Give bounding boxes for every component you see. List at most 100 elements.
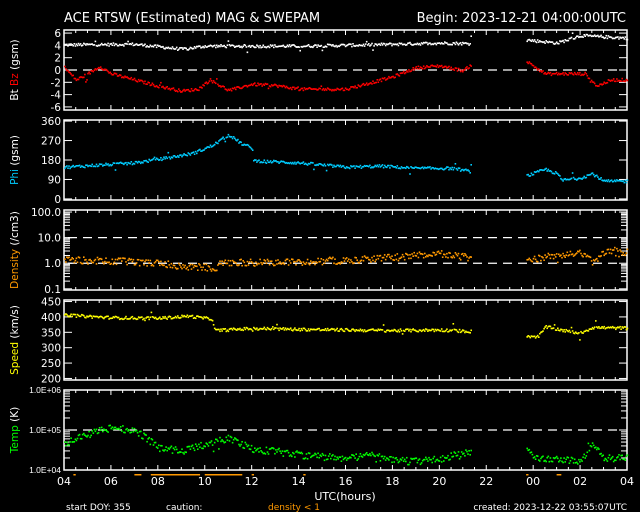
data-point [380, 80, 383, 83]
data-point [112, 73, 115, 76]
data-point [266, 83, 269, 85]
data-point [163, 156, 165, 158]
data-point [201, 87, 203, 89]
data-point [419, 253, 422, 255]
x-tick-label: 18 [385, 475, 399, 488]
data-point [103, 44, 105, 46]
data-point [452, 255, 455, 257]
data-point [116, 428, 119, 430]
data-point [405, 252, 407, 255]
data-point [407, 71, 409, 73]
data-point [470, 164, 472, 166]
data-point [543, 41, 545, 43]
data-point [437, 459, 440, 462]
data-point [113, 261, 116, 264]
data-point [319, 329, 322, 332]
data-point [529, 175, 532, 177]
data-point [322, 46, 325, 48]
data-point [117, 75, 120, 77]
data-point [612, 37, 615, 40]
data-point [141, 259, 143, 262]
data-point [459, 170, 462, 172]
data-point [585, 73, 588, 75]
y-tick-label: 250 [41, 358, 61, 370]
data-point [86, 315, 88, 317]
data-point [534, 66, 537, 68]
data-point [80, 165, 83, 167]
data-point [289, 45, 292, 48]
data-point [237, 45, 239, 48]
data-point [463, 329, 465, 332]
data-point [276, 263, 278, 265]
data-point [170, 47, 173, 50]
data-point [336, 87, 338, 90]
data-point [210, 440, 213, 442]
data-point [428, 456, 430, 459]
data-point [411, 69, 413, 71]
data-point [336, 46, 338, 48]
data-point [598, 85, 600, 87]
data-point [449, 43, 451, 46]
data-point [251, 451, 254, 453]
data-point [184, 154, 186, 156]
data-point [323, 46, 326, 48]
data-point [326, 259, 329, 262]
data-point [196, 152, 198, 155]
data-point [592, 259, 595, 261]
data-point [77, 434, 80, 437]
data-point [110, 427, 112, 430]
y-tick-label: -6 [51, 102, 62, 114]
data-point [280, 328, 282, 330]
data-point [406, 253, 408, 255]
data-point [88, 315, 90, 318]
data-point [133, 77, 136, 80]
data-point [536, 39, 539, 41]
data-point [276, 323, 278, 326]
data-point [534, 258, 537, 261]
data-point [544, 254, 546, 256]
data-point [70, 43, 72, 45]
data-point [201, 269, 203, 271]
data-point [590, 445, 593, 448]
data-point [285, 85, 288, 88]
data-point [350, 330, 352, 332]
data-point [468, 331, 470, 334]
data-point [429, 66, 431, 68]
data-point [321, 89, 324, 91]
data-point [102, 44, 104, 46]
data-point [618, 179, 620, 182]
data-point [283, 85, 286, 87]
data-point [184, 315, 186, 318]
data-point [158, 317, 160, 320]
data-point [179, 47, 181, 49]
data-point [320, 455, 323, 458]
data-point [571, 73, 574, 75]
data-point [616, 327, 618, 329]
data-point [352, 262, 354, 265]
data-point [123, 431, 125, 434]
y-tick-label: 450 [41, 297, 61, 309]
data-point [356, 459, 358, 461]
data-point [543, 72, 545, 75]
data-point [374, 260, 376, 263]
data-point [84, 166, 86, 169]
data-point [190, 445, 193, 448]
data-point [150, 45, 153, 48]
data-point [186, 49, 189, 51]
data-point [213, 327, 216, 330]
data-point [226, 44, 229, 46]
data-point [98, 427, 101, 429]
data-point [222, 45, 224, 47]
data-point [526, 447, 528, 450]
data-point [231, 44, 234, 46]
data-point [620, 250, 622, 253]
data-point [375, 258, 377, 261]
data-point [277, 448, 279, 451]
data-point [95, 44, 98, 47]
data-point [327, 455, 330, 457]
data-point [266, 45, 269, 48]
data-point [459, 331, 462, 334]
data-point [174, 156, 177, 158]
data-point [89, 436, 91, 439]
